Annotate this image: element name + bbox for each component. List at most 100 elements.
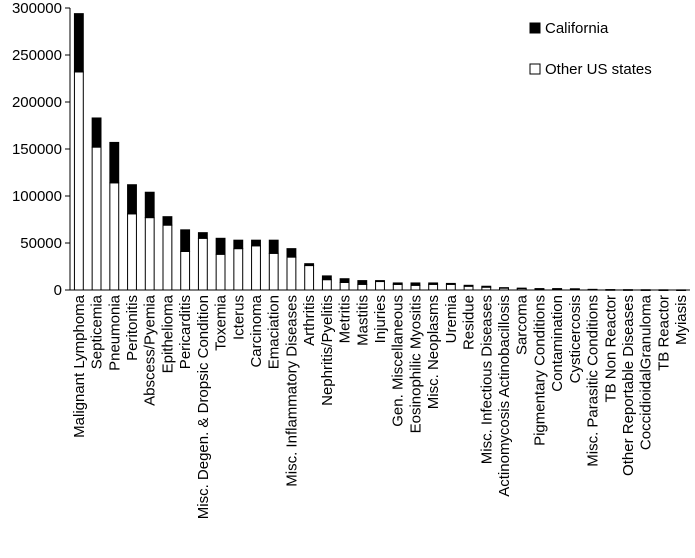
- legend-label: California: [545, 20, 609, 37]
- bar-segment-other-us-states: [410, 284, 421, 291]
- bar-segment-california: [109, 141, 120, 184]
- bar-segment-california: [375, 280, 385, 283]
- bar-segment-other-us-states: [445, 283, 456, 291]
- x-tick-label: Misc. Degen. & Dropsic Condition: [195, 295, 212, 519]
- y-tick-label: 0: [54, 282, 62, 299]
- x-tick-label: Nephritis/Pyelitis: [319, 295, 336, 406]
- bar-segment-california: [339, 278, 350, 283]
- legend-swatch: [529, 22, 541, 34]
- x-tick-label: TB Reactor: [655, 295, 672, 371]
- x-tick-label: Misc. Neoplasms: [425, 295, 442, 409]
- x-tick-label: Pigmentary Conditions: [531, 295, 548, 446]
- x-tick-label: Residue: [461, 295, 478, 350]
- x-tick-label: Pericarditis: [177, 295, 194, 369]
- legend-label: Other US states: [545, 61, 652, 78]
- bar-segment-california: [481, 285, 492, 288]
- x-tick-label: Mastitis: [354, 295, 371, 346]
- x-tick-label: Misc. Parasitic Conditions: [585, 295, 602, 467]
- x-tick-label: Sarcoma: [514, 294, 531, 355]
- bar-segment-other-us-states: [73, 71, 84, 291]
- x-tick-label: Injuries: [372, 295, 389, 343]
- bar-segment-california: [144, 191, 155, 219]
- bar-segment-california: [534, 288, 545, 290]
- bar-segment-other-us-states: [91, 146, 102, 291]
- y-tick-label: 100000: [12, 188, 62, 205]
- bar-segment-california: [268, 239, 279, 254]
- bar-segment-california: [357, 280, 368, 285]
- bar-segment-california: [552, 288, 563, 290]
- legend-swatch: [529, 63, 541, 75]
- x-tick-label: Malignant Lymphoma: [71, 294, 88, 438]
- x-tick-label: Actinomycosis Actinobacillosis: [496, 295, 513, 497]
- x-tick-label: CoccidioidalGranuloma: [638, 294, 655, 450]
- x-tick-label: Icterus: [230, 295, 247, 340]
- x-tick-label: Myiasis: [673, 295, 690, 345]
- y-tick-label: 250000: [12, 47, 62, 64]
- bar-segment-california: [428, 282, 439, 285]
- bar-segment-california: [197, 232, 208, 239]
- y-tick-label: 50000: [20, 235, 62, 252]
- bar-segment-other-us-states: [321, 279, 332, 291]
- x-tick-label: Other Reportable Diseases: [620, 295, 637, 476]
- y-tick-label: 300000: [12, 0, 62, 17]
- bar-segment-other-us-states: [215, 253, 226, 291]
- bar-segment-california: [304, 263, 315, 267]
- x-tick-label: Epithelioma: [159, 294, 176, 373]
- bar-segment-california: [73, 13, 84, 73]
- bar-segment-other-us-states: [463, 285, 474, 291]
- bar-segment-other-us-states: [109, 182, 120, 291]
- bars: [73, 13, 687, 291]
- x-tick-label: Carcinoma: [248, 294, 265, 367]
- bar-segment-other-us-states: [339, 281, 350, 291]
- bar-segment-other-us-states: [304, 265, 315, 291]
- bar-segment-other-us-states: [286, 256, 297, 291]
- y-axis: 0 50000 100000 150000 200000 250000 300000: [12, 0, 71, 299]
- x-axis: Malignant Lymphoma Septicemia Pneumonia Per…: [70, 289, 690, 519]
- bar-segment-other-us-states: [357, 283, 368, 291]
- x-tick-label: Gen. Miscellaneous: [390, 295, 407, 427]
- bar-segment-other-us-states: [268, 252, 279, 291]
- bar-segment-california: [410, 282, 421, 286]
- bar-segment-california: [286, 248, 297, 258]
- x-tick-label: Peritonitis: [124, 295, 141, 361]
- x-tick-label: Eosinophilic Myositis: [407, 295, 424, 433]
- y-tick-label: 150000: [12, 141, 62, 158]
- x-tick-label: TB Non Reactor: [602, 295, 619, 403]
- bar-segment-california: [127, 184, 137, 215]
- bar-segment-california: [392, 282, 403, 285]
- x-tick-label: Pneumonia: [106, 294, 123, 371]
- x-tick-label: Arthritis: [301, 295, 318, 346]
- x-tick-label: Abscess/Pyemia: [142, 294, 159, 406]
- bar-segment-california: [215, 237, 226, 255]
- bar-segment-california: [91, 117, 102, 148]
- bar-segment-other-us-states: [233, 248, 244, 291]
- bar-segment-other-us-states: [428, 283, 439, 291]
- bar-segment-other-us-states: [392, 283, 403, 291]
- x-tick-label: Cysticercosis: [567, 295, 584, 383]
- bar-segment-california: [445, 282, 456, 285]
- bar-segment-california: [180, 229, 191, 252]
- x-tick-label: Septicemia: [89, 294, 106, 369]
- bar-segment-california: [233, 239, 244, 250]
- bar-segment-other-us-states: [180, 250, 191, 291]
- x-tick-label: Contamination: [549, 295, 566, 392]
- y-tick-label: 200000: [12, 94, 62, 111]
- bar-segment-other-us-states: [144, 217, 155, 291]
- bar-segment-other-us-states: [251, 245, 261, 291]
- x-tick-label: Misc. Infectious Diseases: [478, 295, 495, 464]
- bar-segment-california: [321, 275, 332, 281]
- bar-segment-california: [516, 287, 527, 290]
- bar-segment-california: [162, 216, 173, 226]
- x-tick-label: Metritis: [337, 295, 354, 343]
- bar-segment-california: [463, 284, 474, 287]
- x-tick-label: Toxemia: [213, 294, 230, 351]
- bar-segment-other-us-states: [162, 224, 173, 291]
- bar-segment-california: [499, 287, 509, 289]
- x-tick-label: Misc. Inflammatory Diseases: [283, 295, 300, 487]
- bar-segment-california: [251, 239, 261, 247]
- bar-segment-california: [569, 288, 580, 290]
- x-tick-label: Emaciation: [266, 295, 283, 369]
- bar-segment-other-us-states: [197, 237, 208, 291]
- legend: California Other US states: [529, 20, 652, 78]
